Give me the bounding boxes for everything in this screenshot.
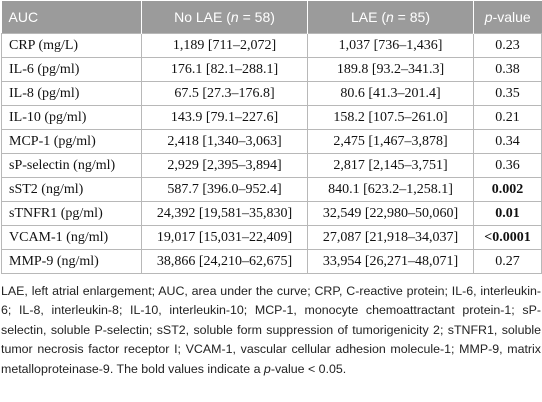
footnote-bold-note: The bold values indicate a p-value < 0.0… [116, 361, 347, 376]
cell-lae: 80.6 [41.3–201.4] [307, 81, 474, 106]
cell-no-lae: 1,189 [711–2,072] [141, 33, 308, 58]
cell-p-value: 0.38 [473, 57, 542, 82]
table-figure: AUC No LAE (n = 58) LAE (n = 85) p-value… [1, 1, 542, 376]
cell-no-lae: 19,017 [15,031–22,409] [141, 225, 308, 250]
table-header-row: AUC No LAE (n = 58) LAE (n = 85) p-value [1, 1, 542, 34]
header-lae: LAE (n = 85) [307, 1, 474, 34]
cell-lae: 2,475 [1,467–3,878] [307, 129, 474, 154]
cell-no-lae: 24,392 [19,581–35,830] [141, 201, 308, 226]
table-row: sTNFR1 (pg/ml) 24,392 [19,581–35,830] 32,5… [1, 201, 542, 226]
cell-lae: 158.2 [107.5–261.0] [307, 105, 474, 130]
cell-no-lae: 2,418 [1,340–3,063] [141, 129, 308, 154]
cell-marker: MCP-1 (pg/ml) [1, 129, 142, 154]
cell-marker: sST2 (ng/ml) [1, 177, 142, 202]
cell-marker: sTNFR1 (pg/ml) [1, 201, 142, 226]
table-row: VCAM-1 (ng/ml) 19,017 [15,031–22,409] 27,0… [1, 225, 542, 250]
table-row: MMP-9 (ng/ml) 38,866 [24,210–62,675] 33,95… [1, 249, 542, 274]
cell-no-lae: 38,866 [24,210–62,675] [141, 249, 308, 274]
footnote-abbreviations: LAE, left atrial enlargement; AUC, area … [1, 284, 541, 376]
cell-p-value: 0.36 [473, 153, 542, 178]
cell-lae: 27,087 [21,918–34,037] [307, 225, 474, 250]
cell-marker: VCAM-1 (ng/ml) [1, 225, 142, 250]
table-row: MCP-1 (pg/ml) 2,418 [1,340–3,063] 2,475 [1… [1, 129, 542, 154]
cell-p-value: 0.21 [473, 105, 542, 130]
cell-no-lae: 176.1 [82.1–288.1] [141, 57, 308, 82]
table-row: IL-10 (pg/ml) 143.9 [79.1–227.6] 158.2 [10… [1, 105, 542, 130]
header-no-lae: No LAE (n = 58) [141, 1, 308, 34]
cell-no-lae: 587.7 [396.0–952.4] [141, 177, 308, 202]
table-row: sST2 (ng/ml) 587.7 [396.0–952.4] 840.1 [62… [1, 177, 542, 202]
biomarker-table: AUC No LAE (n = 58) LAE (n = 85) p-value… [1, 1, 542, 274]
cell-no-lae: 2,929 [2,395–3,894] [141, 153, 308, 178]
cell-marker: IL-6 (pg/ml) [1, 57, 142, 82]
table-body: CRP (mg/L) 1,189 [711–2,072] 1,037 [736–1,… [1, 33, 542, 274]
table-row: sP-selectin (ng/ml) 2,929 [2,395–3,894] 2,… [1, 153, 542, 178]
cell-p-value: 0.002 [473, 177, 542, 202]
cell-marker: CRP (mg/L) [1, 33, 142, 58]
table-row: IL-8 (pg/ml) 67.5 [27.3–176.8] 80.6 [41.3–… [1, 81, 542, 106]
cell-lae: 1,037 [736–1,436] [307, 33, 474, 58]
table-row: CRP (mg/L) 1,189 [711–2,072] 1,037 [736–1,… [1, 33, 542, 58]
cell-p-value: <0.0001 [473, 225, 542, 250]
table-footnote: LAE, left atrial enlargement; AUC, area … [1, 282, 541, 379]
cell-marker: MMP-9 (ng/ml) [1, 249, 142, 274]
header-p-value: p-value [473, 1, 542, 34]
cell-p-value: 0.27 [473, 249, 542, 274]
cell-marker: IL-8 (pg/ml) [1, 81, 142, 106]
cell-p-value: 0.01 [473, 201, 542, 226]
cell-p-value: 0.35 [473, 81, 542, 106]
cell-lae: 840.1 [623.2–1,258.1] [307, 177, 474, 202]
cell-p-value: 0.34 [473, 129, 542, 154]
cell-marker: sP-selectin (ng/ml) [1, 153, 142, 178]
cell-marker: IL-10 (pg/ml) [1, 105, 142, 130]
cell-lae: 189.8 [93.2–341.3] [307, 57, 474, 82]
cell-no-lae: 67.5 [27.3–176.8] [141, 81, 308, 106]
cell-no-lae: 143.9 [79.1–227.6] [141, 105, 308, 130]
cell-lae: 32,549 [22,980–50,060] [307, 201, 474, 226]
cell-p-value: 0.23 [473, 33, 542, 58]
table-row: IL-6 (pg/ml) 176.1 [82.1–288.1] 189.8 [93.… [1, 57, 542, 82]
cell-lae: 2,817 [2,145–3,751] [307, 153, 474, 178]
cell-lae: 33,954 [26,271–48,071] [307, 249, 474, 274]
header-auc: AUC [1, 1, 142, 34]
